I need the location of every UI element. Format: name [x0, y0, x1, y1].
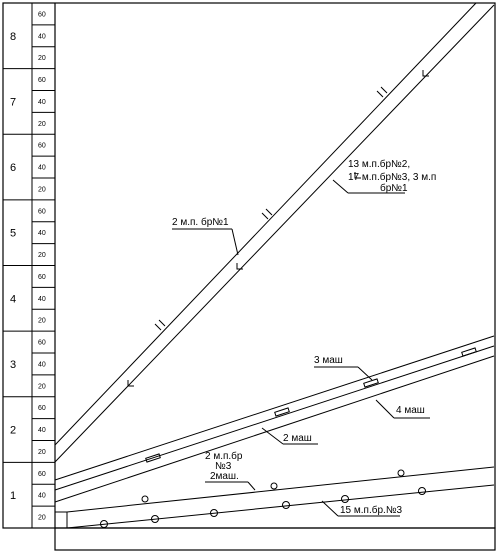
row-number: 2 [10, 425, 16, 437]
scale-label: 40 [38, 33, 46, 40]
label: 2маш. [210, 471, 239, 482]
road [54, 335, 495, 481]
scale-label: 40 [38, 427, 46, 434]
road [54, 345, 495, 491]
leaders [172, 179, 430, 517]
road [54, 2, 477, 446]
road [66, 484, 495, 529]
road [66, 466, 495, 513]
scale-label: 60 [38, 208, 46, 215]
row-number: 4 [10, 293, 16, 305]
scale-label: 20 [38, 515, 46, 522]
row-number: 3 [10, 359, 16, 371]
scale-label: 60 [38, 11, 46, 18]
scale-label: 60 [38, 340, 46, 347]
scale-label: 20 [38, 318, 46, 325]
row-number: 8 [10, 31, 16, 43]
scale-label: 60 [38, 77, 46, 84]
marker [54, 511, 68, 529]
scale-label: 60 [38, 405, 46, 412]
label: бр№1 [380, 182, 408, 194]
scale-label: 40 [38, 230, 46, 237]
row-number: 6 [10, 162, 16, 174]
row-number: 7 [10, 96, 16, 108]
scale-label: 20 [38, 252, 46, 259]
scale-label: 40 [38, 165, 46, 172]
label: 2 м.п.бр [205, 450, 243, 462]
bottom-strip [54, 527, 496, 551]
scale-label: 60 [38, 143, 46, 150]
label: 2 м.п. бр№1 [172, 216, 229, 228]
road [54, 355, 495, 503]
label: 17 м.п.бр№3, 3 м.п [348, 171, 436, 183]
row-number: 5 [10, 228, 16, 240]
label: 4 маш [396, 405, 425, 416]
label: 15 м.п.бр.№3 [340, 504, 403, 516]
scale-label: 40 [38, 361, 46, 368]
frame [2, 2, 496, 529]
scale-label: 20 [38, 121, 46, 128]
scale-label: 40 [38, 493, 46, 500]
row-number: 1 [10, 490, 16, 502]
scale-label: 60 [38, 274, 46, 281]
label: 3 маш [314, 355, 343, 366]
symbols [100, 70, 477, 528]
scale-label: 20 [38, 449, 46, 456]
scale-label: 20 [38, 383, 46, 390]
road [54, 4, 495, 463]
label: 13 м.п.бр№2, [348, 158, 410, 170]
scale-label: 20 [38, 186, 46, 193]
scale-label: 20 [38, 55, 46, 62]
scale-label: 40 [38, 99, 46, 106]
scale-label: 40 [38, 296, 46, 303]
label: №3 [215, 461, 232, 472]
scale-label: 60 [38, 471, 46, 478]
label: 2 маш [283, 433, 312, 444]
